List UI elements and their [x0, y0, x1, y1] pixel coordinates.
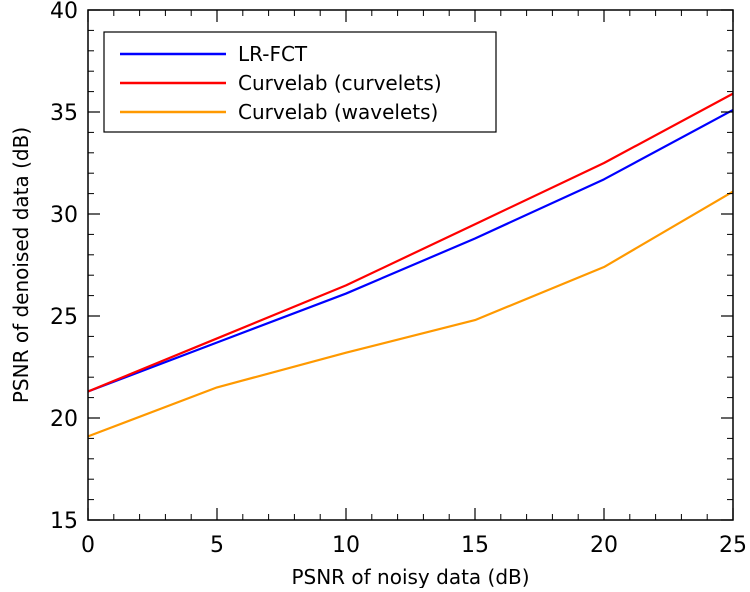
series-line-3: [87, 190, 734, 438]
x-tick-label: 15: [461, 533, 489, 558]
legend-label-3: Curvelab (wavelets): [238, 100, 438, 124]
y-tick-label: 30: [50, 203, 78, 228]
legend-label-2: Curvelab (curvelets): [238, 71, 442, 95]
y-tick-label: 20: [50, 407, 78, 432]
plot-area: [87, 92, 734, 438]
y-tick-label: 15: [50, 509, 78, 534]
series-line-1: [87, 108, 734, 393]
x-tick-label: 5: [210, 533, 224, 558]
x-tick-label: 0: [81, 533, 95, 558]
series-line-2: [87, 92, 734, 393]
plot-frame: [87, 9, 734, 521]
x-tick-label: 20: [590, 533, 618, 558]
x-tick-label: 10: [332, 533, 360, 558]
legend: LR-FCT Curvelab (curvelets) Curvelab (wave…: [103, 31, 497, 133]
y-axis-label: PSNR of denoised data (dB): [9, 127, 33, 403]
y-tick-label: 25: [50, 305, 78, 330]
legend-label-1: LR-FCT: [238, 42, 308, 66]
x-tick-label: 25: [719, 533, 747, 558]
y-tick-label: 35: [50, 101, 78, 126]
x-axis-label: PSNR of noisy data (dB): [291, 565, 529, 588]
y-tick-label: 40: [50, 0, 78, 24]
axes: 0 5 10 15 20 25 15 20 25 30 35 40: [50, 0, 747, 558]
